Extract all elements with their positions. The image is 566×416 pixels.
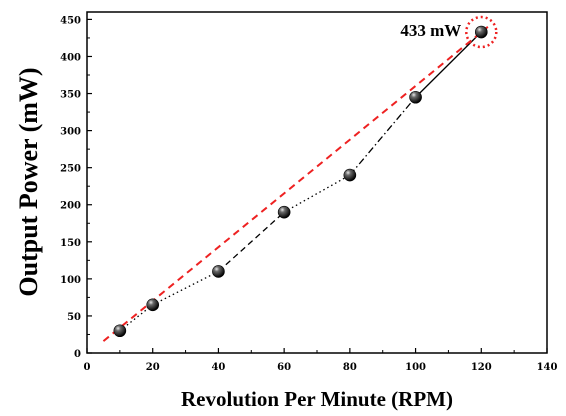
series-segment xyxy=(217,211,285,272)
y-axis-title: Output Power (mW) xyxy=(14,67,43,296)
y-tick-label: 300 xyxy=(60,127,81,138)
series-segment xyxy=(152,270,219,306)
x-tick-label: 80 xyxy=(343,362,357,373)
y-tick-label: 350 xyxy=(60,90,81,101)
y-axis-ticks: 0 50 100 150 200 250 300 350 400 450 xyxy=(60,15,92,360)
x-tick-label: 140 xyxy=(537,362,558,373)
y-tick-label: 450 xyxy=(60,15,81,26)
data-line-segments xyxy=(119,31,482,332)
x-tick-label: 40 xyxy=(211,362,225,373)
y-tick-label: 400 xyxy=(60,52,81,63)
series-segment xyxy=(283,174,351,213)
highlight-circle xyxy=(465,15,498,49)
data-points xyxy=(113,25,488,338)
y-tick-label: 50 xyxy=(67,312,81,323)
data-point xyxy=(474,25,488,39)
y-tick-label: 0 xyxy=(74,349,81,360)
annotation-label: 433 mW xyxy=(400,21,461,40)
data-point xyxy=(343,168,357,182)
data-point xyxy=(113,324,127,338)
x-axis-title: Revolution Per Minute (RPM) xyxy=(181,387,453,411)
y-tick-label: 250 xyxy=(60,164,81,175)
x-tick-label: 20 xyxy=(146,362,160,373)
data-point xyxy=(146,298,160,312)
series-segment xyxy=(349,96,417,176)
y-tick-label: 150 xyxy=(60,238,81,249)
data-point xyxy=(277,205,291,219)
x-tick-label: 120 xyxy=(471,362,492,373)
x-tick-label: 100 xyxy=(405,362,426,373)
y-tick-label: 100 xyxy=(60,275,81,286)
annotations: 433 mW xyxy=(400,15,498,49)
data-point xyxy=(212,265,225,278)
x-axis-ticks: 0 20 40 60 80 100 120 140 xyxy=(84,348,558,373)
y-tick-label: 200 xyxy=(60,201,81,212)
trend-line-path xyxy=(102,26,489,342)
x-tick-label: 0 xyxy=(84,362,91,373)
trend-line xyxy=(102,26,489,342)
data-point xyxy=(409,90,422,104)
x-tick-label: 60 xyxy=(277,362,291,373)
